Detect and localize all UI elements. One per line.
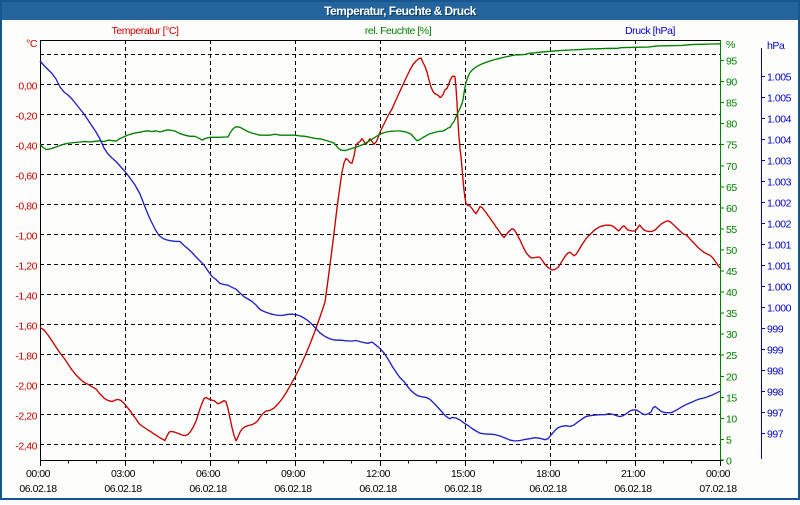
- svg-text:-2,40: -2,40: [15, 440, 37, 452]
- svg-text:70: 70: [726, 161, 737, 173]
- svg-text:00:00: 00:00: [706, 468, 731, 480]
- svg-text:75: 75: [726, 140, 737, 152]
- svg-text:0,00: 0,00: [18, 80, 37, 92]
- svg-text:06.02.18: 06.02.18: [19, 483, 57, 495]
- svg-text:30: 30: [726, 329, 737, 341]
- svg-text:03:00: 03:00: [111, 468, 136, 480]
- svg-text:Temperatur [°C]: Temperatur [°C]: [112, 25, 179, 37]
- svg-text:15: 15: [726, 392, 737, 404]
- svg-text:07.02.18: 07.02.18: [699, 483, 737, 495]
- svg-text:95: 95: [726, 56, 737, 68]
- svg-text:0: 0: [726, 455, 732, 467]
- svg-text:45: 45: [726, 266, 737, 278]
- svg-text:15:00: 15:00: [451, 468, 476, 480]
- svg-text:55: 55: [726, 224, 737, 236]
- svg-text:5: 5: [726, 434, 732, 446]
- svg-text:06.02.18: 06.02.18: [614, 483, 652, 495]
- svg-text:1.000: 1.000: [767, 303, 792, 315]
- svg-text:-0,20: -0,20: [15, 110, 37, 122]
- svg-text:-1,60: -1,60: [15, 320, 37, 332]
- svg-text:-1,00: -1,00: [15, 230, 37, 242]
- svg-text:06.02.18: 06.02.18: [444, 483, 482, 495]
- svg-text:65: 65: [726, 182, 737, 194]
- svg-text:80: 80: [726, 119, 737, 131]
- svg-text:06.02.18: 06.02.18: [189, 483, 227, 495]
- svg-text:35: 35: [726, 308, 737, 320]
- svg-text:1.003: 1.003: [767, 156, 792, 168]
- svg-text:1.002: 1.002: [767, 219, 792, 231]
- svg-text:25: 25: [726, 350, 737, 362]
- svg-text:90: 90: [726, 77, 737, 89]
- svg-text:Druck [hPa]: Druck [hPa]: [625, 25, 675, 37]
- svg-text:°C: °C: [26, 38, 38, 50]
- svg-text:hPa: hPa: [767, 40, 785, 52]
- svg-text:50: 50: [726, 245, 737, 257]
- svg-text:%: %: [726, 39, 735, 51]
- svg-text:1.005: 1.005: [767, 72, 792, 84]
- svg-text:998: 998: [767, 366, 784, 378]
- svg-text:999: 999: [767, 345, 784, 357]
- svg-text:12:00: 12:00: [366, 468, 391, 480]
- svg-text:20: 20: [726, 371, 737, 383]
- svg-text:06.02.18: 06.02.18: [274, 483, 312, 495]
- svg-text:1.001: 1.001: [767, 261, 792, 273]
- svg-text:06.02.18: 06.02.18: [359, 483, 397, 495]
- svg-text:-0,40: -0,40: [15, 140, 37, 152]
- svg-text:85: 85: [726, 98, 737, 110]
- svg-text:10: 10: [726, 413, 737, 425]
- svg-text:997: 997: [767, 408, 784, 420]
- svg-text:21:00: 21:00: [621, 468, 646, 480]
- svg-text:-0,80: -0,80: [15, 200, 37, 212]
- svg-text:1.002: 1.002: [767, 198, 792, 210]
- svg-text:60: 60: [726, 203, 737, 215]
- svg-text:06.02.18: 06.02.18: [104, 483, 142, 495]
- svg-text:18:00: 18:00: [536, 468, 561, 480]
- svg-text:-2,20: -2,20: [15, 410, 37, 422]
- svg-text:-2,00: -2,00: [15, 380, 37, 392]
- svg-text:00:00: 00:00: [26, 468, 51, 480]
- svg-text:06.02.18: 06.02.18: [529, 483, 567, 495]
- svg-text:09:00: 09:00: [281, 468, 306, 480]
- svg-text:1.001: 1.001: [767, 240, 792, 252]
- svg-text:-0,60: -0,60: [15, 170, 37, 182]
- svg-text:1.005: 1.005: [767, 93, 792, 105]
- svg-text:1.004: 1.004: [767, 135, 792, 147]
- svg-text:-1,40: -1,40: [15, 290, 37, 302]
- svg-text:-1,80: -1,80: [15, 350, 37, 362]
- svg-text:999: 999: [767, 324, 784, 336]
- svg-text:1.000: 1.000: [767, 282, 792, 294]
- svg-text:998: 998: [767, 387, 784, 399]
- svg-text:40: 40: [726, 287, 737, 299]
- svg-text:1.003: 1.003: [767, 177, 792, 189]
- svg-text:rel. Feuchte [%]: rel. Feuchte [%]: [365, 25, 432, 37]
- svg-text:997: 997: [767, 429, 784, 441]
- svg-text:06:00: 06:00: [196, 468, 221, 480]
- svg-text:-1,20: -1,20: [15, 260, 37, 272]
- svg-text:1.004: 1.004: [767, 114, 792, 126]
